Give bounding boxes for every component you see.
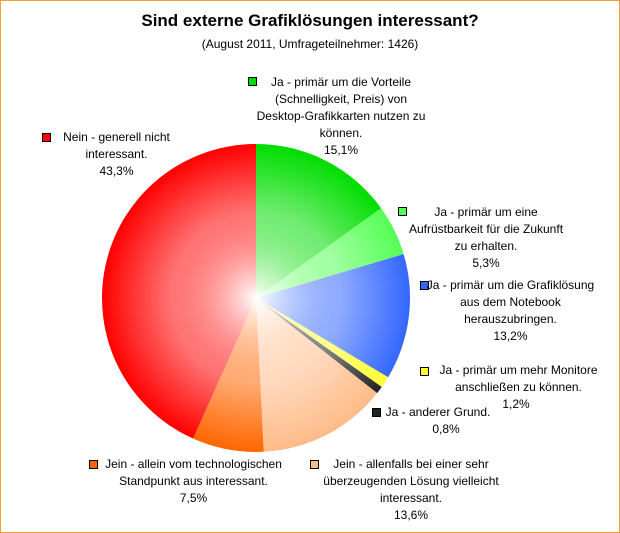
value-label: 15,1% (323, 143, 359, 157)
slice-label: Jein - allein vom technologischen Standp… (96, 456, 291, 507)
value-label: 13,6% (393, 508, 429, 522)
legend-swatch (398, 207, 407, 216)
chart-subtitle: (August 2011, Umfrageteilnehmer: 1426) (201, 37, 419, 51)
legend-swatch (420, 281, 429, 290)
value-label: 43,3% (99, 164, 134, 178)
value-label: 7,5% (179, 491, 208, 505)
slice-label: Ja - primär um die Grafiklösung aus dem … (423, 277, 598, 345)
value-label: 1,2% (502, 397, 530, 411)
slice-label: Nein - generell nicht interessant. 43,3% (49, 129, 184, 180)
legend-swatch (89, 460, 98, 469)
slice-label: Ja - anderer Grund. (385, 405, 491, 419)
pie-slice (256, 298, 378, 452)
value-label: 13,2% (493, 329, 528, 343)
slice-label: Ja - primär um mehr Monitore anschließen… (439, 363, 598, 394)
pie-slice (256, 298, 382, 394)
legend-swatch (420, 367, 429, 376)
legend-swatch (372, 408, 381, 417)
slice-label: Jein - allenfalls bei einer sehr überzeu… (316, 456, 506, 524)
legend-swatch (310, 460, 319, 469)
legend-swatch (42, 133, 51, 142)
pie-slice (256, 144, 382, 298)
pie-slice (256, 254, 411, 378)
chart-title: Sind externe Grafiklösungen interessant? (141, 11, 479, 30)
slice-label: Ja - primär um eine Aufrüstbarkeit für d… (406, 204, 566, 272)
pie-slice (256, 298, 389, 387)
pie-slice (193, 298, 264, 452)
legend-swatch (248, 77, 257, 86)
value-label: 5,3% (472, 256, 500, 270)
slice-label: Ja - primär um die Vorteile (Schnelligke… (256, 75, 426, 157)
pie-slice (102, 144, 256, 439)
pie-slice (256, 208, 404, 298)
value-label: 0,8% (432, 422, 460, 436)
